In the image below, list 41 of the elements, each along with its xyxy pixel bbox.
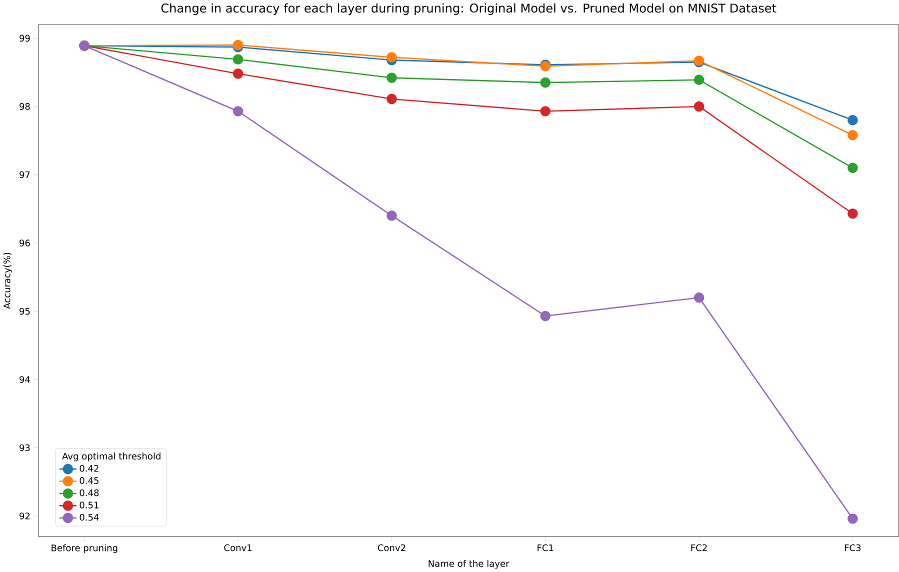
x-tick-label: Conv1	[224, 544, 252, 552]
y-tick-label: 98	[20, 103, 30, 110]
legend-label: 0.54	[80, 514, 99, 521]
point	[848, 114, 858, 126]
chart-title: Change in accuracy for each layer during pruning: Original Model vs. Pruned Model on MNIST Dataset	[161, 3, 776, 15]
y-tick-label: 95	[20, 308, 30, 315]
y-tick-label: 99	[20, 34, 30, 42]
point	[232, 54, 244, 65]
legend-label: 0.48	[80, 489, 99, 496]
point	[848, 208, 858, 219]
x-tick-label: FC2	[691, 544, 707, 552]
y-tick-label: 94	[20, 376, 30, 383]
x-tick-label: FC3	[844, 544, 861, 552]
x-tick-label: Before pruning	[52, 544, 118, 554]
point	[232, 68, 244, 79]
point	[540, 77, 551, 88]
y-tick-label: 97	[20, 171, 30, 178]
point	[848, 130, 858, 140]
y-axis-title: Accuracy(%)	[3, 252, 12, 309]
y-tick-label: 93	[20, 444, 30, 452]
legend-label: 0.51	[80, 502, 98, 508]
x-tick-label: FC1	[538, 544, 554, 552]
point	[694, 101, 704, 112]
point	[386, 52, 397, 62]
point	[540, 106, 551, 116]
y-tick-label: 92	[20, 512, 30, 520]
point	[386, 72, 397, 83]
point	[848, 162, 858, 174]
x-axis-title: Name of the layer	[428, 560, 510, 569]
x-tick-label: Conv2	[378, 544, 406, 552]
point	[694, 74, 704, 86]
y-tick-label: 96	[20, 240, 30, 246]
point	[848, 514, 858, 524]
legend-label: 0.45	[80, 477, 98, 484]
point	[232, 106, 244, 116]
point	[386, 94, 397, 104]
legend-label: 0.42	[80, 464, 98, 472]
point	[694, 292, 704, 303]
legend-title: Avg optimal threshold	[62, 452, 160, 462]
point	[540, 310, 551, 322]
point	[386, 210, 397, 221]
